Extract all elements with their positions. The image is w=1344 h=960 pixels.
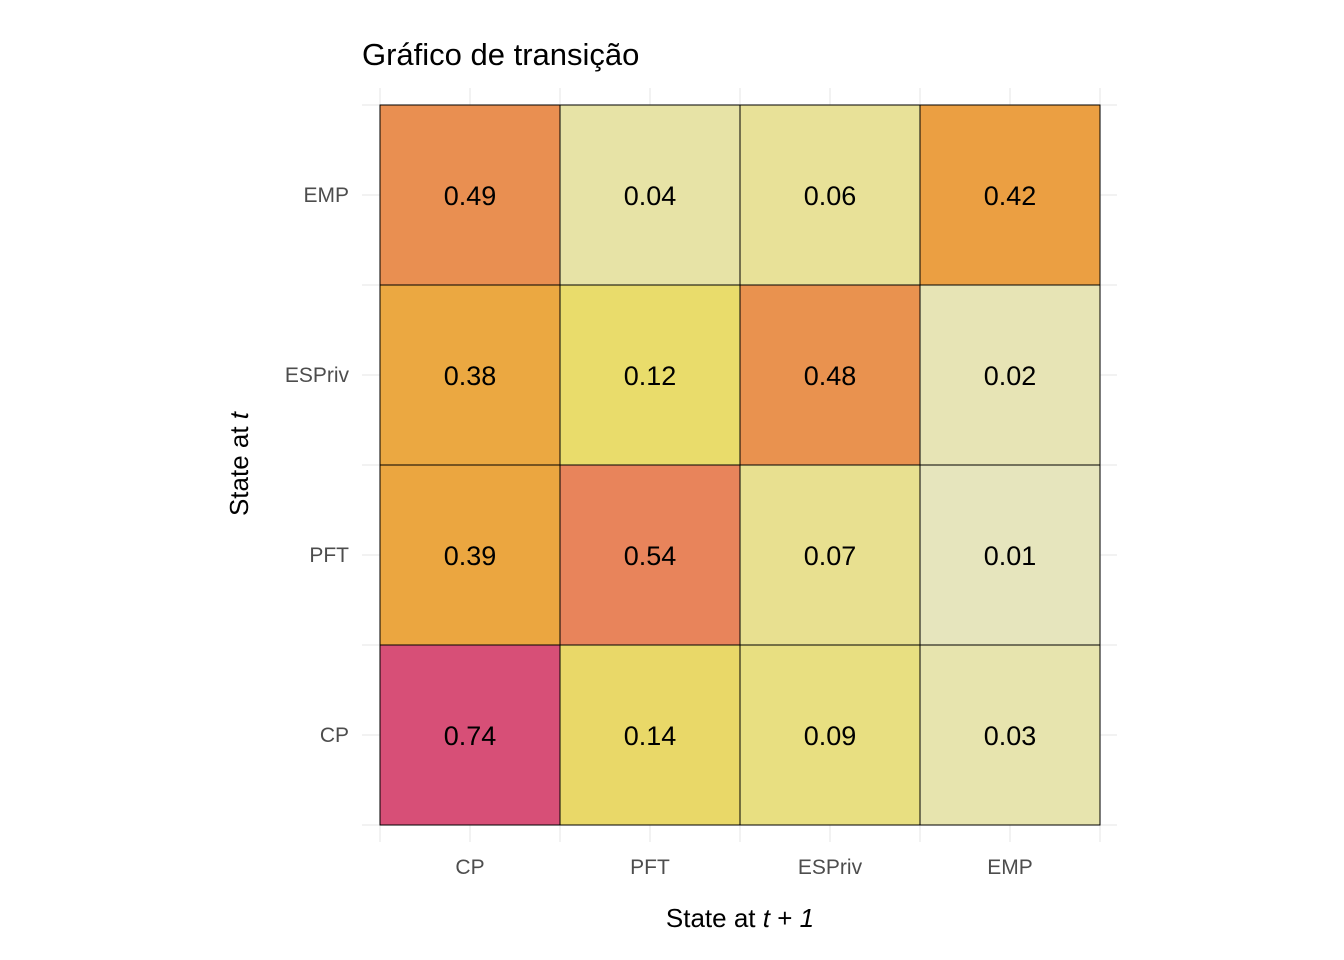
cell-value-label: 0.39 bbox=[444, 541, 497, 571]
cell-value-label: 0.38 bbox=[444, 361, 497, 391]
cell-value-label: 0.54 bbox=[624, 541, 677, 571]
y-axis-title: State at t bbox=[224, 410, 254, 516]
x-axis-title: State at t + 1 bbox=[666, 903, 814, 933]
y-tick-label: EMP bbox=[303, 184, 349, 207]
cell-value-label: 0.12 bbox=[624, 361, 677, 391]
cell-value-label: 0.48 bbox=[804, 361, 857, 391]
y-axis-tick-labels: CP PFT ESPriv EMP bbox=[285, 184, 350, 747]
x-axis-tick-labels: CP PFT ESPriv EMP bbox=[455, 856, 1032, 879]
x-tick-label: PFT bbox=[630, 856, 670, 879]
y-axis-title-text: State at bbox=[224, 419, 254, 516]
cell-value-label: 0.42 bbox=[984, 181, 1037, 211]
cell-value-label: 0.01 bbox=[984, 541, 1037, 571]
x-axis-title-op: + bbox=[770, 903, 800, 933]
cell-value-label: 0.09 bbox=[804, 721, 857, 751]
cell-value-label: 0.74 bbox=[444, 721, 497, 751]
x-tick-label: EMP bbox=[987, 856, 1033, 879]
x-tick-label: ESPriv bbox=[798, 856, 863, 879]
y-tick-label: CP bbox=[320, 724, 349, 747]
cell-value-label: 0.03 bbox=[984, 721, 1037, 751]
chart-title: Gráfico de transição bbox=[362, 37, 639, 72]
cell-value-label: 0.02 bbox=[984, 361, 1037, 391]
cell-value-label: 0.07 bbox=[804, 541, 857, 571]
cell-value-label: 0.49 bbox=[444, 181, 497, 211]
cell-value-label: 0.14 bbox=[624, 721, 677, 751]
x-axis-title-text: State at bbox=[666, 903, 763, 933]
y-tick-label: PFT bbox=[309, 544, 349, 567]
heatmap-cells bbox=[380, 105, 1100, 825]
x-tick-label: CP bbox=[455, 856, 484, 879]
y-axis-title-var: t bbox=[224, 410, 254, 419]
y-tick-label: ESPriv bbox=[285, 364, 350, 387]
cell-value-label: 0.04 bbox=[624, 181, 677, 211]
cell-value-label: 0.06 bbox=[804, 181, 857, 211]
x-axis-title-num: 1 bbox=[800, 903, 814, 933]
